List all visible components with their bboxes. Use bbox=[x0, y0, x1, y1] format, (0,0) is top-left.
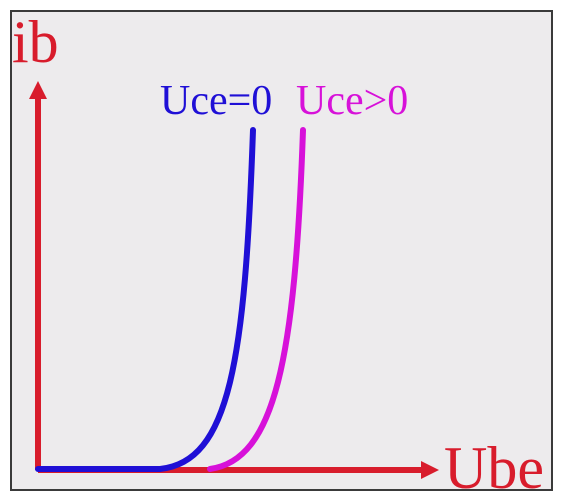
chart-frame bbox=[10, 10, 553, 491]
y-axis-label: ib bbox=[12, 9, 59, 75]
x-axis-label: Ube bbox=[444, 435, 544, 501]
series-line-uce0 bbox=[35, 127, 256, 472]
series-line-uceg0 bbox=[207, 127, 306, 472]
series-label-uceg0: Uce>0 bbox=[296, 78, 408, 124]
series-label-uce0: Uce=0 bbox=[160, 78, 272, 124]
